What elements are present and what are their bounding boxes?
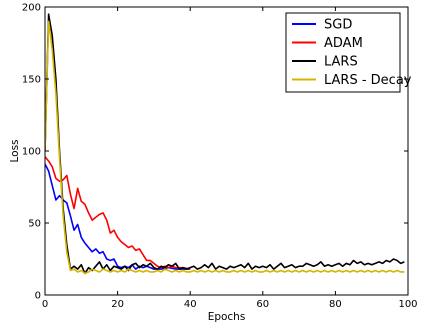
x-tick-label: 80 [329,299,342,310]
x-tick-label: 20 [111,299,124,310]
x-tick-label: 100 [398,299,417,310]
legend: SGD ADAM LARS LARS - Decay [285,12,412,93]
y-tick-label: 150 [22,75,41,86]
series-line-sgd [45,163,191,270]
legend-label: ADAM [324,36,363,51]
y-tick-label: 200 [22,3,41,14]
y-axis-label: Loss [9,139,21,162]
series-layer [45,13,405,275]
y-tick-label: 50 [28,219,41,230]
x-axis-label: Epochs [208,311,246,323]
legend-label: SGD [324,18,352,33]
legend-label: LARS - Decay [324,73,412,88]
series-line-lars-decay [45,20,405,275]
x-tick-label: 40 [184,299,197,310]
y-tick-label: 0 [35,291,41,302]
legend-label: LARS [324,55,358,70]
series-line-lars [45,13,405,275]
y-tick-label: 100 [22,147,41,158]
x-tick-label: 60 [256,299,269,310]
ticks-layer: 0 20 40 60 80 100 0 50 100 150 200 [22,3,418,311]
x-tick-label: 0 [42,299,48,310]
